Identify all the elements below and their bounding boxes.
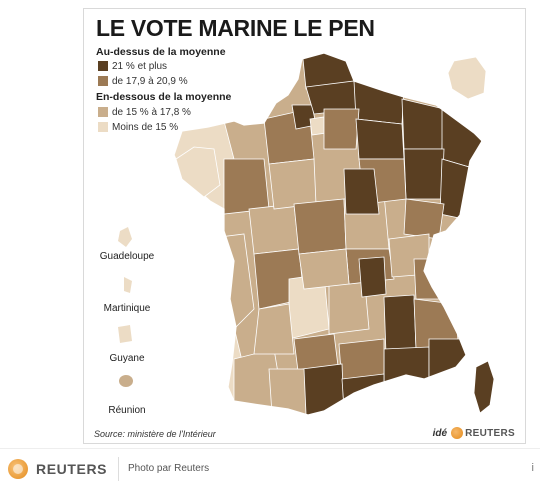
legend-item: de 17,9 à 20,9 % <box>98 75 188 87</box>
reunion-shape <box>119 375 133 387</box>
corsica-region <box>473 360 495 414</box>
guyane-shape <box>118 325 132 343</box>
legend-above-heading: Au-dessus de la moyenne <box>96 46 226 58</box>
martinique-shape <box>124 277 132 293</box>
photo-footer: REUTERS Photo par Reuters i <box>0 448 540 488</box>
legend-label: Moins de 15 % <box>112 121 179 133</box>
label-reunion: Réunion <box>108 405 146 416</box>
ide-mark: idé <box>432 427 448 439</box>
legend-swatch <box>98 76 108 86</box>
info-icon[interactable]: i <box>531 462 534 474</box>
legend-item: de 15 % à 17,8 % <box>98 106 191 118</box>
footer-divider <box>118 457 119 481</box>
footer-logo[interactable]: REUTERS <box>8 459 107 479</box>
legend-item: Moins de 15 % <box>98 121 178 133</box>
source-caption: Source: ministère de l'Intérieur <box>94 429 216 439</box>
legend-label: de 17,9 à 20,9 % <box>112 75 188 87</box>
france-map <box>118 52 495 416</box>
legend-item: 21 % et plus <box>98 60 167 72</box>
label-martinique: Martinique <box>103 303 151 314</box>
label-guadeloupe: Guadeloupe <box>99 251 155 262</box>
map-graphic: LE VOTE MARINE LE PEN Au-dessus de la mo… <box>83 8 526 444</box>
reuters-logo-icon <box>8 459 28 479</box>
legend-swatch <box>98 122 108 132</box>
photo-credit: Photo par Reuters <box>128 463 210 474</box>
reuters-logo-icon <box>451 427 464 439</box>
map-credit-logo: idé REUTERS <box>433 427 515 439</box>
map-credit-brand: REUTERS <box>465 427 515 439</box>
mainland-map <box>174 53 482 415</box>
legend-label: 21 % et plus <box>112 60 168 72</box>
paris-inset <box>447 56 487 100</box>
brittany-region <box>175 146 221 198</box>
guadeloupe-shape <box>118 227 132 247</box>
label-guyane: Guyane <box>109 353 145 364</box>
footer-brand: REUTERS <box>36 461 108 477</box>
map-title: LE VOTE MARINE LE PEN <box>96 15 375 41</box>
legend-label: de 15 % à 17,8 % <box>112 106 191 118</box>
legend-below-heading: En-dessous de la moyenne <box>96 91 232 103</box>
legend-swatch <box>98 61 108 71</box>
legend-swatch <box>98 107 108 117</box>
